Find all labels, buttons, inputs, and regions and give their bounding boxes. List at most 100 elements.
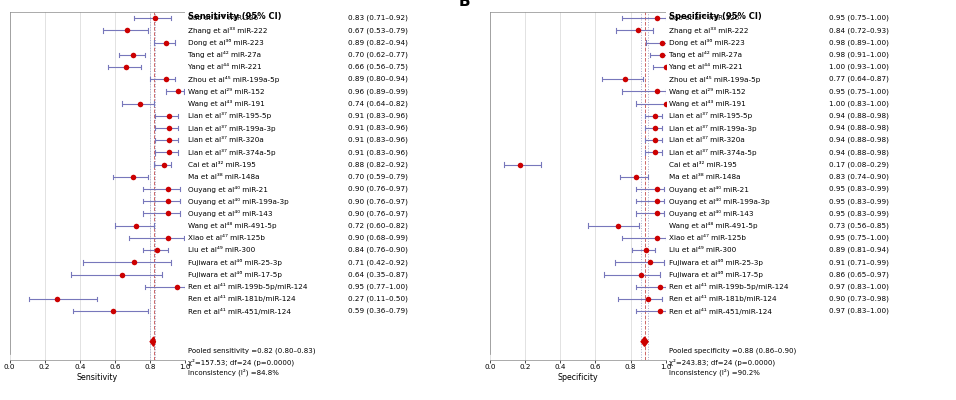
- Text: Cai et al³² miR-195: Cai et al³² miR-195: [188, 162, 256, 168]
- Text: 0.74 (0.64–0.82): 0.74 (0.64–0.82): [348, 100, 408, 107]
- Text: Ouyang et al⁴⁰ miR-199a-3p: Ouyang et al⁴⁰ miR-199a-3p: [188, 198, 289, 205]
- Text: Cao et al³⁵ miR-326: Cao et al³⁵ miR-326: [188, 15, 258, 21]
- Text: Wang et al⁴³ miR-191: Wang et al⁴³ miR-191: [668, 100, 746, 107]
- Text: Lian et al³⁷ miR-320a: Lian et al³⁷ miR-320a: [188, 137, 264, 143]
- Text: Ouyang et al⁴⁰ miR-21: Ouyang et al⁴⁰ miR-21: [668, 186, 749, 192]
- Text: 0.83 (0.71–0.92): 0.83 (0.71–0.92): [348, 15, 408, 21]
- Text: 0.27 (0.11–0.50): 0.27 (0.11–0.50): [348, 296, 408, 302]
- Text: 0.91 (0.83–0.96): 0.91 (0.83–0.96): [348, 137, 408, 144]
- Text: 0.86 (0.65–0.97): 0.86 (0.65–0.97): [829, 271, 888, 278]
- Text: 0.97 (0.83–1.00): 0.97 (0.83–1.00): [829, 308, 888, 314]
- Text: 0.88 (0.82–0.92): 0.88 (0.82–0.92): [348, 161, 408, 168]
- Text: Fujiwara et al⁴⁶ miR-17-5p: Fujiwara et al⁴⁶ miR-17-5p: [188, 271, 282, 278]
- Text: 0.95 (0.83–0.99): 0.95 (0.83–0.99): [829, 198, 888, 204]
- Text: Wang et al⁴³ miR-191: Wang et al⁴³ miR-191: [188, 100, 265, 107]
- Text: 0.98 (0.91–1.00): 0.98 (0.91–1.00): [829, 52, 888, 58]
- Text: Lian et al³⁷ miR-320a: Lian et al³⁷ miR-320a: [668, 137, 745, 143]
- Text: 0.70 (0.59–0.79): 0.70 (0.59–0.79): [348, 174, 408, 180]
- Text: Ouyang et al⁴⁰ miR-143: Ouyang et al⁴⁰ miR-143: [188, 210, 272, 217]
- Text: 0.94 (0.88–0.98): 0.94 (0.88–0.98): [829, 137, 888, 144]
- Text: Wang et al⁴⁸ miR-491-5p: Wang et al⁴⁸ miR-491-5p: [668, 222, 757, 229]
- Text: 0.91 (0.71–0.99): 0.91 (0.71–0.99): [829, 259, 888, 266]
- Text: Liu et al⁴⁹ miR-300: Liu et al⁴⁹ miR-300: [668, 247, 736, 253]
- Text: Ren et al⁴¹ miR-199b-5p/miR-124: Ren et al⁴¹ miR-199b-5p/miR-124: [188, 283, 308, 290]
- Text: χ²=243.83; df=24 (p=0.0000): χ²=243.83; df=24 (p=0.0000): [668, 358, 774, 366]
- Text: Ouyang et al⁴⁰ miR-143: Ouyang et al⁴⁰ miR-143: [668, 210, 753, 217]
- Text: 0.95 (0.75–1.00): 0.95 (0.75–1.00): [829, 235, 888, 241]
- Text: Tang et al⁴² miR-27a: Tang et al⁴² miR-27a: [188, 51, 261, 58]
- Text: Lian et al³⁷ miR-199a-3p: Lian et al³⁷ miR-199a-3p: [188, 124, 275, 132]
- Text: Inconsistency (I²) =84.8%: Inconsistency (I²) =84.8%: [188, 368, 279, 376]
- Text: 0.89 (0.80–0.94): 0.89 (0.80–0.94): [348, 76, 408, 82]
- Text: 0.84 (0.72–0.93): 0.84 (0.72–0.93): [829, 27, 888, 34]
- X-axis label: Specificity: Specificity: [557, 373, 598, 382]
- Text: 0.90 (0.76–0.97): 0.90 (0.76–0.97): [348, 198, 408, 204]
- Text: 0.73 (0.56–0.85): 0.73 (0.56–0.85): [829, 222, 888, 229]
- Text: χ²=157.53; df=24 (p=0.0000): χ²=157.53; df=24 (p=0.0000): [188, 358, 294, 366]
- Text: 0.96 (0.89–0.99): 0.96 (0.89–0.99): [348, 88, 408, 95]
- Text: 0.90 (0.76–0.97): 0.90 (0.76–0.97): [348, 210, 408, 217]
- Text: 0.83 (0.74–0.90): 0.83 (0.74–0.90): [829, 174, 888, 180]
- Polygon shape: [641, 337, 648, 346]
- Text: 0.77 (0.64–0.87): 0.77 (0.64–0.87): [829, 76, 888, 82]
- Text: Liu et al⁴⁹ miR-300: Liu et al⁴⁹ miR-300: [188, 247, 255, 253]
- Text: 0.70 (0.62–0.77): 0.70 (0.62–0.77): [348, 52, 408, 58]
- Text: 0.72 (0.60–0.82): 0.72 (0.60–0.82): [348, 222, 408, 229]
- Text: 1.00 (0.93–1.00): 1.00 (0.93–1.00): [829, 64, 888, 70]
- Text: 0.17 (0.08–0.29): 0.17 (0.08–0.29): [829, 161, 888, 168]
- Text: Ren et al⁴¹ miR-451/miR-124: Ren et al⁴¹ miR-451/miR-124: [188, 308, 292, 315]
- Polygon shape: [150, 337, 156, 346]
- Text: Ren et al⁴¹ miR-181b/miR-124: Ren et al⁴¹ miR-181b/miR-124: [188, 296, 295, 302]
- Text: 0.64 (0.35–0.87): 0.64 (0.35–0.87): [348, 271, 408, 278]
- Text: Xiao et al⁴⁷ miR-125b: Xiao et al⁴⁷ miR-125b: [188, 235, 265, 241]
- Text: 0.91 (0.83–0.96): 0.91 (0.83–0.96): [348, 112, 408, 119]
- Text: Tang et al⁴² miR-27a: Tang et al⁴² miR-27a: [668, 51, 742, 58]
- Text: Ren et al⁴¹ miR-199b-5p/miR-124: Ren et al⁴¹ miR-199b-5p/miR-124: [668, 283, 788, 290]
- Text: Ouyang et al⁴⁰ miR-199a-3p: Ouyang et al⁴⁰ miR-199a-3p: [668, 198, 770, 205]
- Text: Wang et al²⁹ miR-152: Wang et al²⁹ miR-152: [668, 88, 745, 95]
- Text: 0.90 (0.68–0.99): 0.90 (0.68–0.99): [348, 235, 408, 241]
- Text: 0.95 (0.75–1.00): 0.95 (0.75–1.00): [829, 88, 888, 95]
- Text: Dong et al³⁶ miR-223: Dong et al³⁶ miR-223: [668, 39, 745, 46]
- X-axis label: Sensitivity: Sensitivity: [76, 373, 118, 382]
- Text: 0.94 (0.88–0.98): 0.94 (0.88–0.98): [829, 125, 888, 131]
- Text: Zhang et al³³ miR-222: Zhang et al³³ miR-222: [668, 27, 748, 34]
- Text: 0.91 (0.83–0.96): 0.91 (0.83–0.96): [348, 149, 408, 156]
- Text: Lian et al³⁷ miR-374a-5p: Lian et al³⁷ miR-374a-5p: [188, 149, 275, 156]
- Text: Dong et al³⁶ miR-223: Dong et al³⁶ miR-223: [188, 39, 264, 46]
- Text: Ouyang et al⁴⁰ miR-21: Ouyang et al⁴⁰ miR-21: [188, 186, 268, 192]
- Text: Fujiwara et al⁴⁶ miR-17-5p: Fujiwara et al⁴⁶ miR-17-5p: [668, 271, 763, 278]
- Text: Wang et al⁴⁸ miR-491-5p: Wang et al⁴⁸ miR-491-5p: [188, 222, 276, 229]
- Text: 0.59 (0.36–0.79): 0.59 (0.36–0.79): [348, 308, 408, 314]
- Text: Cai et al³² miR-195: Cai et al³² miR-195: [668, 162, 736, 168]
- Text: Lian et al³⁷ miR-199a-3p: Lian et al³⁷ miR-199a-3p: [668, 124, 756, 132]
- Text: 0.89 (0.81–0.94): 0.89 (0.81–0.94): [829, 247, 888, 253]
- Text: Ren et al⁴¹ miR-181b/miR-124: Ren et al⁴¹ miR-181b/miR-124: [668, 296, 776, 302]
- Text: 0.94 (0.88–0.98): 0.94 (0.88–0.98): [829, 112, 888, 119]
- Text: Ren et al⁴¹ miR-451/miR-124: Ren et al⁴¹ miR-451/miR-124: [668, 308, 771, 315]
- Text: 0.91 (0.83–0.96): 0.91 (0.83–0.96): [348, 125, 408, 131]
- Text: Pooled sensitivity =0.82 (0.80–0.83): Pooled sensitivity =0.82 (0.80–0.83): [188, 348, 315, 354]
- Text: 1.00 (0.83–1.00): 1.00 (0.83–1.00): [829, 100, 888, 107]
- Text: 0.90 (0.76–0.97): 0.90 (0.76–0.97): [348, 186, 408, 192]
- Text: Fujiwara et al⁴⁶ miR-25-3p: Fujiwara et al⁴⁶ miR-25-3p: [188, 259, 282, 266]
- Text: 0.90 (0.73–0.98): 0.90 (0.73–0.98): [829, 296, 888, 302]
- Text: 0.71 (0.42–0.92): 0.71 (0.42–0.92): [348, 259, 408, 266]
- Text: B: B: [458, 0, 470, 8]
- Text: Wang et al²⁹ miR-152: Wang et al²⁹ miR-152: [188, 88, 265, 95]
- Text: Inconsistency (I²) =90.2%: Inconsistency (I²) =90.2%: [668, 368, 759, 376]
- Text: 0.98 (0.89–1.00): 0.98 (0.89–1.00): [829, 39, 888, 46]
- Text: 0.89 (0.82–0.94): 0.89 (0.82–0.94): [348, 39, 408, 46]
- Text: Fujiwara et al⁴⁶ miR-25-3p: Fujiwara et al⁴⁶ miR-25-3p: [668, 259, 763, 266]
- Text: Pooled specificity =0.88 (0.86–0.90): Pooled specificity =0.88 (0.86–0.90): [668, 348, 795, 354]
- Text: Ma et al³⁸ miR-148a: Ma et al³⁸ miR-148a: [668, 174, 740, 180]
- Text: 0.67 (0.53–0.79): 0.67 (0.53–0.79): [348, 27, 408, 34]
- Text: Xiao et al⁴⁷ miR-125b: Xiao et al⁴⁷ miR-125b: [668, 235, 746, 241]
- Text: Cao et al³⁵ miR-326: Cao et al³⁵ miR-326: [668, 15, 739, 21]
- Text: Yang et al⁴⁴ miR-221: Yang et al⁴⁴ miR-221: [668, 64, 742, 70]
- Text: Ma et al³⁸ miR-148a: Ma et al³⁸ miR-148a: [188, 174, 260, 180]
- Text: 0.94 (0.88–0.98): 0.94 (0.88–0.98): [829, 149, 888, 156]
- Text: Zhou et al⁴⁵ miR-199a-5p: Zhou et al⁴⁵ miR-199a-5p: [668, 76, 760, 83]
- Text: Zhang et al³³ miR-222: Zhang et al³³ miR-222: [188, 27, 268, 34]
- Text: Specificity (95% CI): Specificity (95% CI): [668, 12, 761, 21]
